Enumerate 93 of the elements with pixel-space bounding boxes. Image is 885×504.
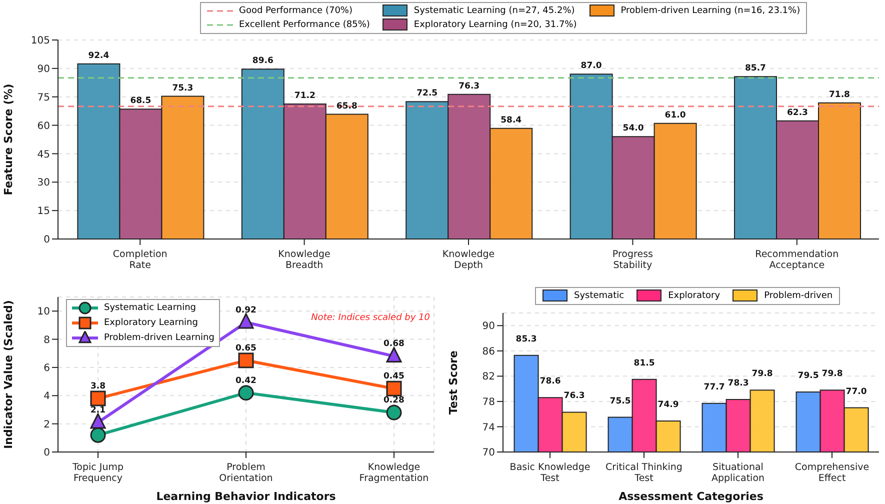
- x-tick-label: Critical Thinking Test: [606, 462, 682, 484]
- legend-label: Good Performance (70%): [239, 6, 352, 16]
- y-tick-label: 4: [44, 391, 50, 402]
- y-tick-label: 2: [44, 419, 50, 430]
- legend-label: Systematic Learning (n=27, 45.2%): [414, 6, 575, 16]
- y-tick-label: 78: [482, 397, 495, 408]
- y-axis-title: Indicator Value (Scaled): [2, 300, 15, 449]
- data-label: 71.8: [829, 90, 850, 100]
- y-tick-label: 60: [37, 120, 50, 132]
- annotation: 0.28: [384, 396, 405, 406]
- y-tick-label: 6: [44, 363, 50, 374]
- x-tick-label: Progress Stability: [612, 249, 654, 271]
- data-label: 75.3: [172, 83, 194, 94]
- point: [90, 413, 106, 429]
- legend-label: Excellent Performance (85%): [239, 20, 370, 30]
- point: [238, 313, 254, 329]
- data-label: 2.1: [90, 405, 106, 416]
- annotation: 0.65: [236, 343, 257, 354]
- y-tick-label: 0: [44, 448, 50, 459]
- legend-label: Problem-driven: [764, 291, 833, 301]
- data-label: 79.5: [798, 370, 819, 381]
- point: [238, 385, 254, 401]
- legend-label: Exploratory Learning (n=20, 31.7%): [414, 20, 577, 30]
- x-tick-label: Knowledge Fragmentation: [359, 462, 429, 484]
- point: [90, 390, 106, 406]
- data-label: 65.8: [336, 101, 358, 112]
- data-label: 74.9: [658, 400, 679, 410]
- legend-label: Exploratory: [668, 291, 720, 301]
- x-axis-title: Assessment Categories: [618, 490, 764, 503]
- annotation: 0.42: [236, 376, 257, 386]
- data-label: 72.5: [416, 88, 438, 99]
- data-label: 87.0: [580, 61, 602, 72]
- data-label: 78.3: [728, 378, 749, 389]
- y-tick-label: 30: [37, 178, 50, 189]
- x-tick-label: Recommendation Acceptance: [755, 249, 839, 271]
- y-axis-title: Test Score: [446, 350, 460, 415]
- data-label: 81.5: [634, 358, 655, 368]
- y-tick-label: 90: [482, 321, 495, 332]
- y-tick-label: 105: [30, 36, 50, 47]
- data-label: 79.8: [822, 369, 843, 380]
- legend-label: Problem-driven Learning (n=16, 23.1%): [620, 6, 800, 16]
- data-label: 61.0: [664, 110, 686, 120]
- data-label: 85.3: [516, 334, 537, 344]
- y-tick-label: 75: [37, 92, 50, 104]
- y-tick-label: 10: [37, 306, 50, 318]
- annotation: 0.68: [384, 339, 405, 350]
- x-tick-label: Problem Orientation: [219, 462, 273, 484]
- x-tick-label: Situational Application: [711, 462, 765, 484]
- annotation: 0.45: [384, 372, 405, 382]
- x-tick-label: Knowledge Breadth: [278, 249, 331, 271]
- y-tick-label: 15: [37, 206, 50, 218]
- data-label: 76.3: [458, 81, 480, 92]
- data-label: 76.3: [564, 391, 585, 402]
- y-axis-title: Feature Score (%): [2, 84, 15, 196]
- legend-label: Exploratory Learning: [104, 318, 198, 328]
- data-label: 68.5: [130, 96, 152, 106]
- data-label: 75.5: [610, 396, 631, 406]
- data-label: 54.0: [622, 124, 644, 134]
- data-label: 77.7: [704, 382, 725, 392]
- data-label: 71.2: [294, 91, 316, 102]
- data-label: 77.0: [846, 386, 867, 397]
- data-label: 85.7: [745, 64, 766, 74]
- data-label: 79.8: [752, 369, 773, 380]
- data-label: 62.3: [787, 108, 808, 118]
- annotation: Note: Indices scaled by 10: [311, 313, 430, 323]
- x-tick-label: Knowledge Depth: [442, 249, 495, 271]
- legend-label: Systematic Learning: [104, 303, 196, 313]
- point: [386, 404, 402, 420]
- data-label: 89.6: [252, 56, 274, 66]
- y-tick-label: 8: [44, 334, 50, 346]
- point: [90, 427, 106, 443]
- annotation: 0.92: [236, 305, 257, 316]
- y-tick-label: 74: [482, 422, 495, 434]
- x-tick-label: Comprehensive Effect: [794, 462, 870, 484]
- legend-label: Problem-driven Learning: [104, 333, 214, 343]
- x-tick-label: Topic Jump Frequency: [71, 462, 124, 484]
- y-tick-label: 90: [37, 64, 50, 75]
- y-tick-label: 86: [482, 346, 495, 358]
- data-label: 92.4: [88, 50, 110, 61]
- data-label: 58.4: [500, 115, 522, 126]
- point: [386, 380, 402, 396]
- legend-label: Systematic: [574, 291, 624, 301]
- y-tick-label: 70: [482, 448, 495, 459]
- x-tick-label: Basic Knowledge Test: [510, 462, 590, 484]
- x-axis-title: Learning Behavior Indicators: [156, 490, 336, 503]
- y-tick-label: 82: [482, 372, 495, 383]
- point: [238, 352, 254, 368]
- point: [386, 347, 402, 363]
- data-label: 78.6: [540, 376, 561, 387]
- data-label: 3.8: [90, 381, 106, 392]
- y-tick-label: 45: [37, 149, 50, 160]
- y-tick-label: 0: [44, 234, 50, 246]
- x-tick-label: Completion Rate: [112, 249, 168, 271]
